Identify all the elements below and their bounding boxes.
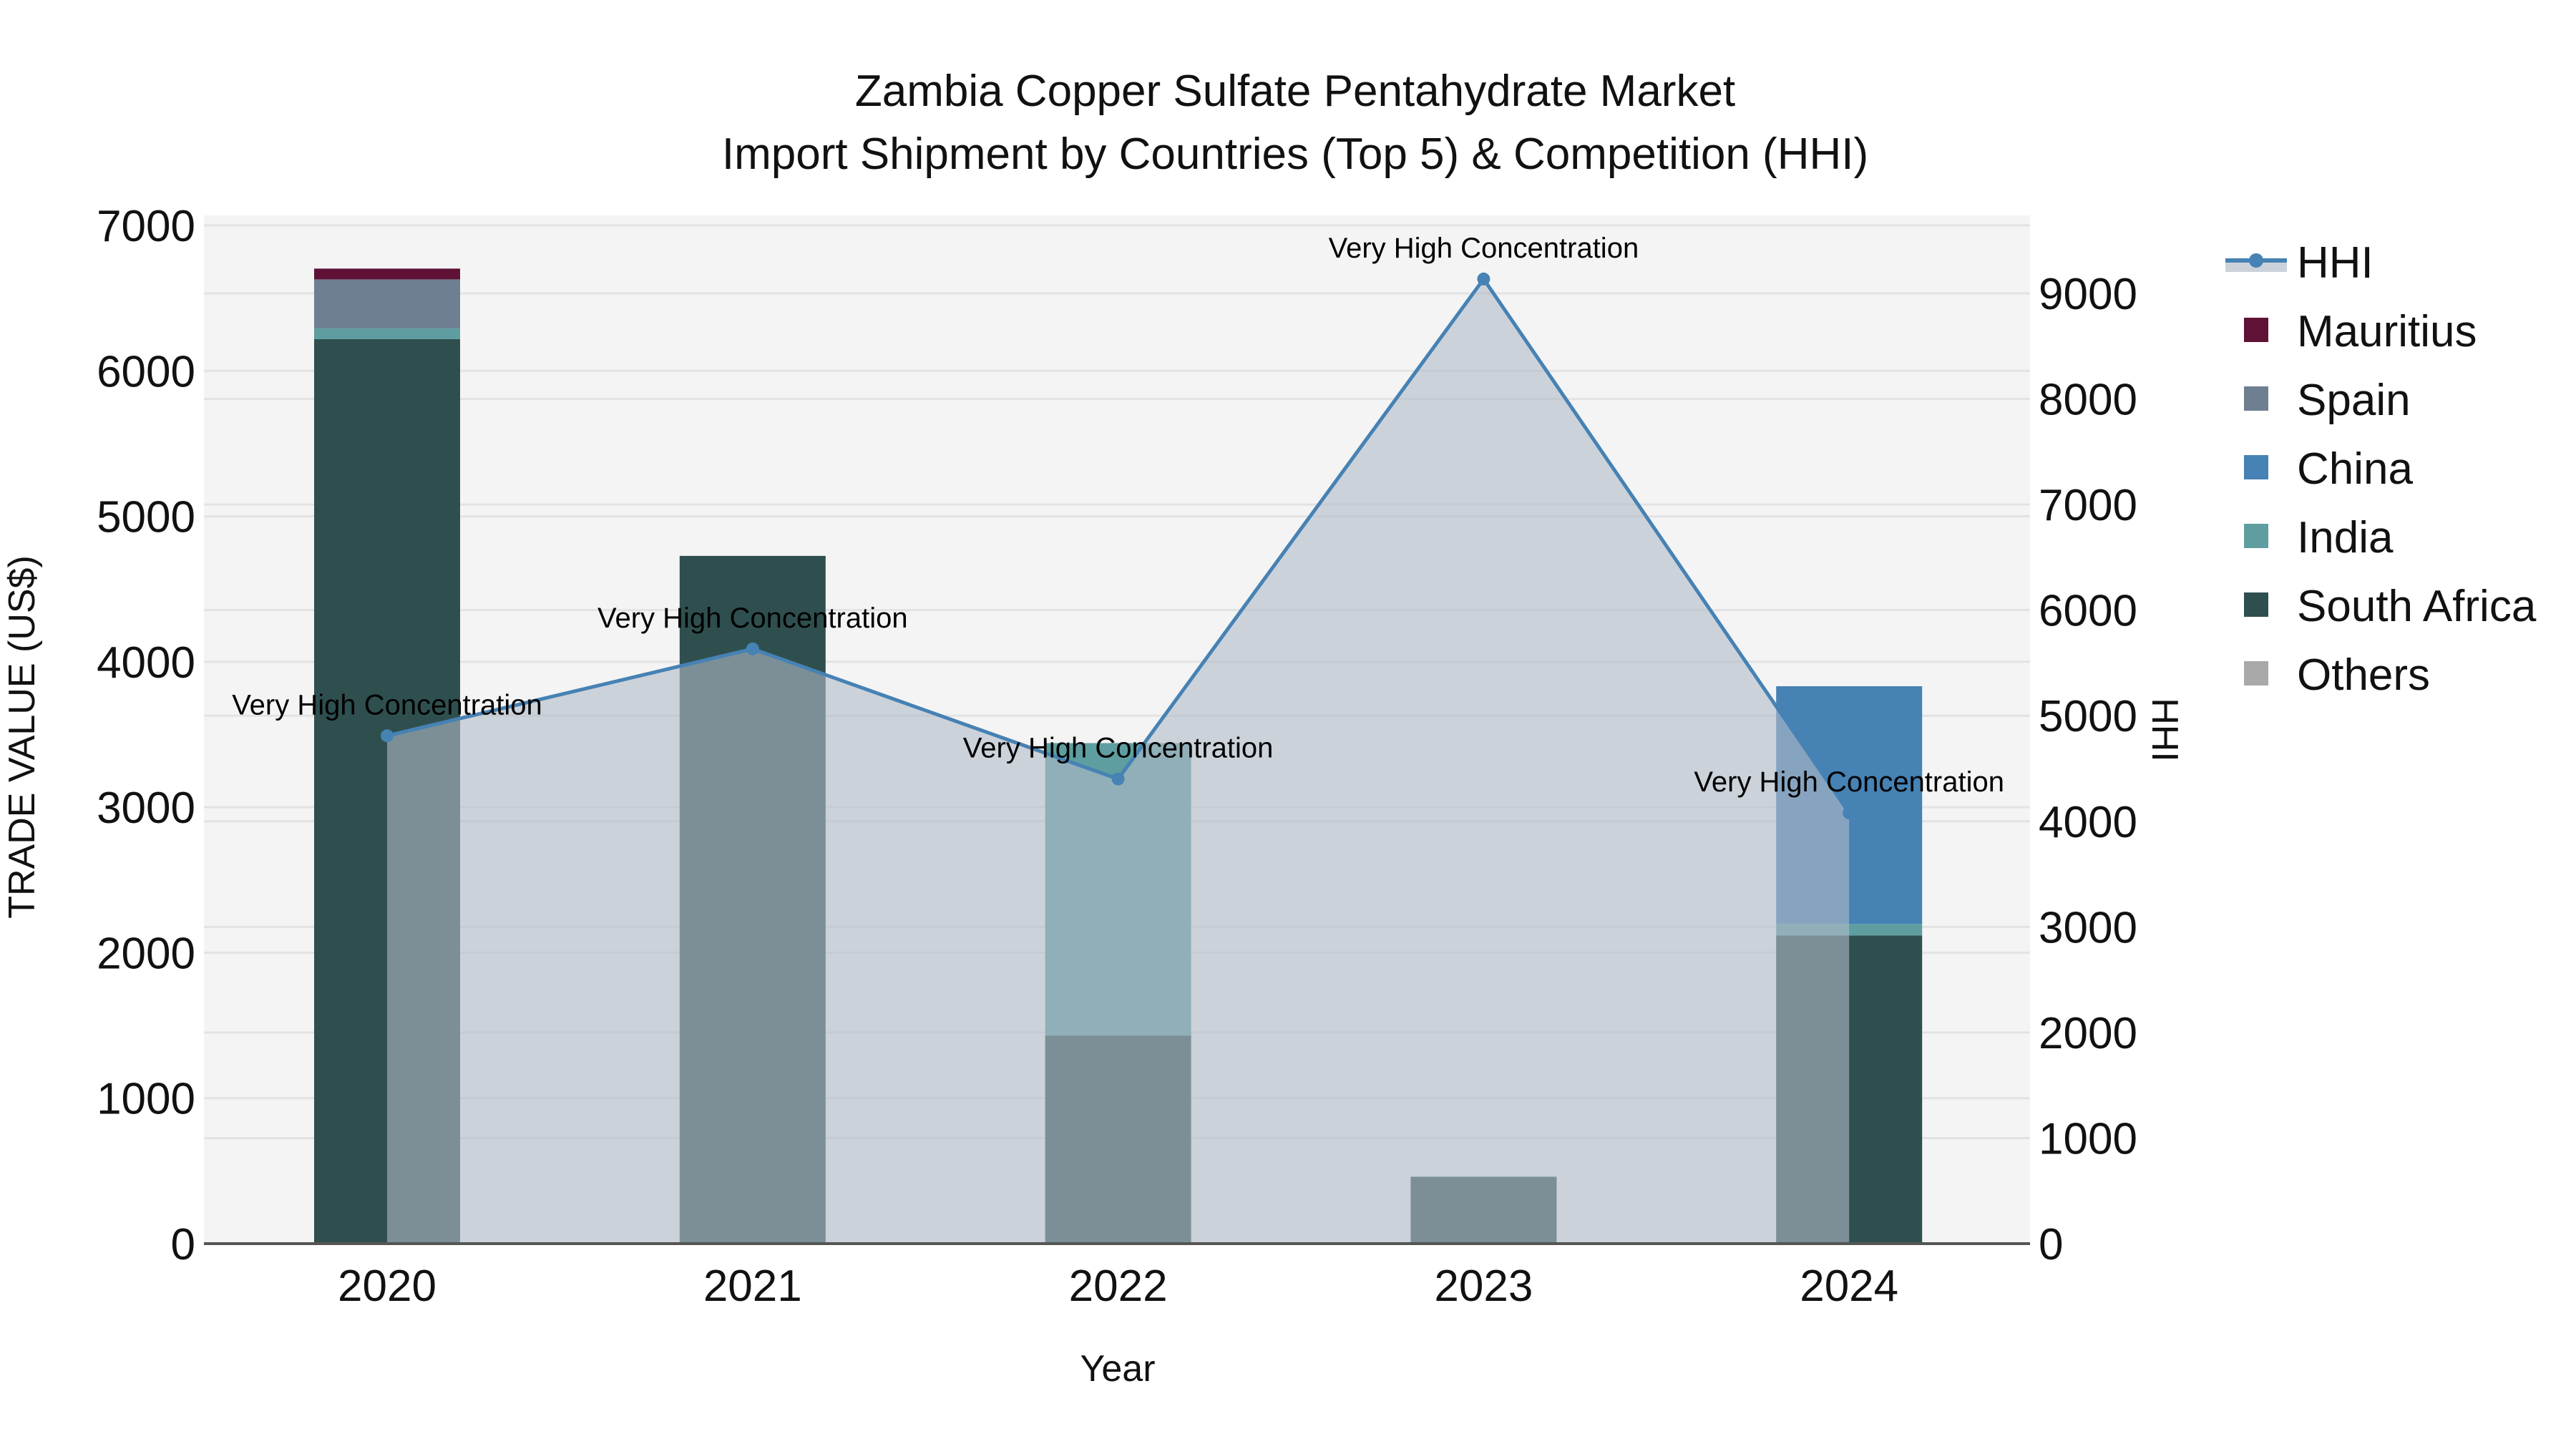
legend-swatch-icon xyxy=(2244,386,2268,411)
y-right-axis-title: HHI xyxy=(2144,698,2185,762)
y-right-tick-label: 0 xyxy=(2039,1220,2063,1269)
y-right-tick-label: 1000 xyxy=(2039,1114,2137,1163)
y-right-tick-label: 3000 xyxy=(2039,903,2137,952)
legend-swatch-icon xyxy=(2244,524,2268,548)
legend-item-china[interactable]: China xyxy=(2244,444,2414,494)
y-left-tick-label: 4000 xyxy=(97,638,195,688)
bar-segment-india[interactable] xyxy=(314,328,460,339)
legend-label: China xyxy=(2297,444,2414,494)
bar-segment-mauritius[interactable] xyxy=(314,268,460,280)
x-tick-label: 2024 xyxy=(1800,1262,1898,1311)
y-left-tick-label: 6000 xyxy=(97,347,195,396)
legend-label: India xyxy=(2297,513,2394,562)
y-right-tick-label: 8000 xyxy=(2039,376,2137,425)
legend-marker-icon xyxy=(2249,253,2263,268)
legend-label: Spain xyxy=(2297,376,2411,425)
chart-title-line1: Zambia Copper Sulfate Pentahydrate Marke… xyxy=(855,67,1735,116)
legend-swatch-icon xyxy=(2244,455,2268,479)
x-tick-label: 2021 xyxy=(703,1262,802,1311)
hhi-annotation: Very High Concentration xyxy=(1694,766,2004,798)
legend-item-others[interactable]: Others xyxy=(2244,650,2430,700)
hhi-annotations: Very High Concentration Very High Concent… xyxy=(232,233,2004,798)
hhi-point[interactable] xyxy=(381,729,394,743)
legend-item-mauritius[interactable]: Mauritius xyxy=(2244,307,2477,356)
left-axis-ticks: 0 1000 2000 3000 4000 5000 6000 7000 xyxy=(97,202,195,1269)
y-right-tick-label: 5000 xyxy=(2039,692,2137,741)
legend-swatch-icon xyxy=(2244,592,2268,617)
right-axis-ticks: 0 1000 2000 3000 4000 5000 6000 7000 8000 9000 xyxy=(2039,270,2137,1269)
y-right-tick-label: 9000 xyxy=(2039,270,2137,319)
hhi-series xyxy=(381,272,1856,1244)
legend-label: Mauritius xyxy=(2297,307,2477,356)
y-right-tick-label: 2000 xyxy=(2039,1009,2137,1058)
x-tick-label: 2020 xyxy=(338,1262,436,1311)
legend-item-india[interactable]: India xyxy=(2244,513,2394,562)
y-right-tick-label: 6000 xyxy=(2039,587,2137,636)
bar-segment-spain[interactable] xyxy=(314,279,460,328)
hhi-point[interactable] xyxy=(746,642,759,655)
y-left-tick-label: 1000 xyxy=(97,1075,195,1124)
y-left-tick-label: 0 xyxy=(171,1220,195,1269)
y-left-axis-title: TRADE VALUE (US$) xyxy=(1,555,43,919)
chart-title-line2: Import Shipment by Countries (Top 5) & C… xyxy=(722,130,1868,179)
x-axis-title: Year xyxy=(1080,1348,1155,1390)
y-left-tick-label: 7000 xyxy=(97,202,195,251)
y-right-tick-label: 4000 xyxy=(2039,798,2137,847)
x-axis-ticks: 2020 2021 2022 2023 2024 xyxy=(338,1262,1898,1311)
hhi-point[interactable] xyxy=(1477,272,1491,286)
legend-label: South Africa xyxy=(2297,582,2537,631)
legend-label: Others xyxy=(2297,650,2430,700)
hhi-point[interactable] xyxy=(1111,772,1125,786)
legend-item-spain[interactable]: Spain xyxy=(2244,376,2411,425)
y-left-tick-label: 2000 xyxy=(97,929,195,978)
x-tick-label: 2023 xyxy=(1434,1262,1533,1311)
y-right-tick-label: 7000 xyxy=(2039,481,2137,530)
legend: HHI Mauritius Spain China India South Africa O… xyxy=(2225,238,2537,700)
y-left-tick-label: 3000 xyxy=(97,784,195,833)
legend-swatch-icon xyxy=(2244,661,2268,686)
hhi-annotation: Very High Concentration xyxy=(232,689,542,721)
y-left-tick-label: 5000 xyxy=(97,493,195,542)
legend-label: HHI xyxy=(2297,238,2373,288)
hhi-annotation: Very High Concentration xyxy=(963,733,1274,764)
legend-swatch-icon xyxy=(2244,318,2268,342)
legend-item-south-africa[interactable]: South Africa xyxy=(2244,582,2537,631)
hhi-annotation: Very High Concentration xyxy=(1329,233,1639,264)
legend-item-hhi[interactable]: HHI xyxy=(2225,238,2373,288)
hhi-annotation: Very High Concentration xyxy=(597,602,908,634)
hhi-area xyxy=(387,278,1850,1244)
x-tick-label: 2022 xyxy=(1069,1262,1168,1311)
hhi-point[interactable] xyxy=(1843,806,1856,819)
